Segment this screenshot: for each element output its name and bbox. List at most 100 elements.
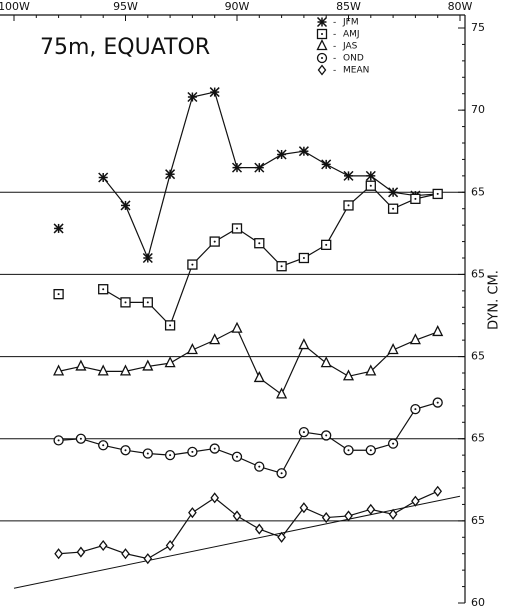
marker	[321, 430, 332, 441]
marker	[366, 503, 376, 515]
marker-dot	[436, 192, 439, 195]
marker	[98, 440, 109, 451]
series-line	[58, 327, 438, 396]
marker	[120, 297, 131, 308]
marker-dot	[124, 301, 127, 304]
marker-dot	[347, 449, 350, 452]
marker-dot	[369, 449, 372, 452]
series-line	[102, 184, 438, 327]
marker-dot	[325, 243, 328, 246]
legend-dash: -	[333, 54, 336, 64]
marker-dot	[57, 439, 60, 442]
marker	[188, 507, 197, 519]
marker-dot	[146, 301, 149, 304]
marker	[186, 343, 198, 355]
marker	[388, 187, 399, 198]
marker-dot	[436, 401, 439, 404]
marker	[317, 64, 327, 76]
marker	[410, 193, 421, 205]
marker	[320, 356, 332, 368]
marker-dot	[79, 437, 82, 440]
marker-dot	[392, 207, 395, 210]
marker	[142, 297, 153, 308]
marker	[98, 539, 108, 552]
marker-dot	[258, 465, 261, 468]
marker	[409, 333, 421, 345]
marker	[209, 236, 220, 247]
marker	[254, 238, 265, 249]
y-tick-label: 75	[471, 21, 485, 34]
marker	[210, 492, 220, 504]
marker	[387, 438, 399, 449]
marker	[410, 403, 421, 415]
marker	[343, 445, 354, 456]
marker-dot	[191, 263, 194, 266]
series-line	[58, 490, 438, 560]
marker	[321, 159, 332, 170]
marker	[365, 364, 377, 376]
marker	[53, 288, 64, 300]
marker	[342, 369, 355, 381]
legend-label: MEAN	[343, 66, 369, 76]
series-line	[102, 91, 438, 260]
series-line	[58, 401, 438, 474]
legend-label: AMJ	[343, 30, 360, 40]
legend-label: JAS	[342, 42, 358, 52]
marker-dot	[280, 472, 283, 475]
marker	[209, 333, 221, 345]
marker	[53, 223, 64, 234]
marker	[97, 364, 109, 376]
marker	[432, 324, 444, 337]
marker	[75, 433, 87, 444]
marker-dot	[57, 293, 60, 296]
marker	[254, 461, 265, 472]
x-tick-label: 80W	[448, 0, 473, 13]
y-tick-label: 70	[471, 103, 485, 116]
marker	[53, 364, 65, 376]
marker	[120, 445, 131, 456]
marker	[365, 180, 376, 191]
x-tick-label: 95W	[113, 0, 138, 13]
marker	[142, 359, 154, 371]
marker	[143, 553, 153, 565]
marker	[53, 435, 64, 446]
marker-dot	[258, 242, 261, 245]
marker	[187, 446, 198, 458]
marker	[121, 548, 130, 560]
marker	[411, 495, 420, 507]
marker	[254, 523, 264, 535]
marker-dot	[321, 57, 323, 59]
legend-dash: -	[333, 66, 336, 76]
marker	[231, 451, 243, 462]
legend-dash: -	[333, 42, 336, 52]
marker-dot	[392, 442, 395, 445]
marker	[387, 343, 399, 355]
marker	[277, 531, 286, 543]
marker-dot	[236, 455, 238, 458]
marker	[298, 146, 309, 157]
marker	[299, 502, 309, 514]
marker	[433, 485, 443, 497]
legend-label: OND	[343, 54, 364, 64]
marker	[165, 169, 176, 180]
marker	[231, 223, 243, 234]
marker	[120, 200, 131, 211]
marker-dot	[213, 240, 216, 243]
marker-dot	[169, 454, 172, 457]
marker	[388, 508, 398, 520]
marker	[209, 443, 220, 454]
marker	[165, 539, 175, 552]
marker	[98, 172, 109, 183]
marker-dot	[369, 184, 372, 187]
y-axis-label: DYN. CM.	[487, 270, 502, 330]
marker	[321, 239, 332, 251]
marker-dot	[414, 197, 417, 200]
marker	[164, 320, 176, 331]
legend-label: JFM	[342, 18, 359, 28]
marker-dot	[124, 449, 127, 452]
marker	[276, 149, 287, 160]
marker	[387, 203, 399, 214]
marker	[276, 261, 287, 272]
marker	[75, 359, 87, 371]
marker	[365, 170, 376, 181]
